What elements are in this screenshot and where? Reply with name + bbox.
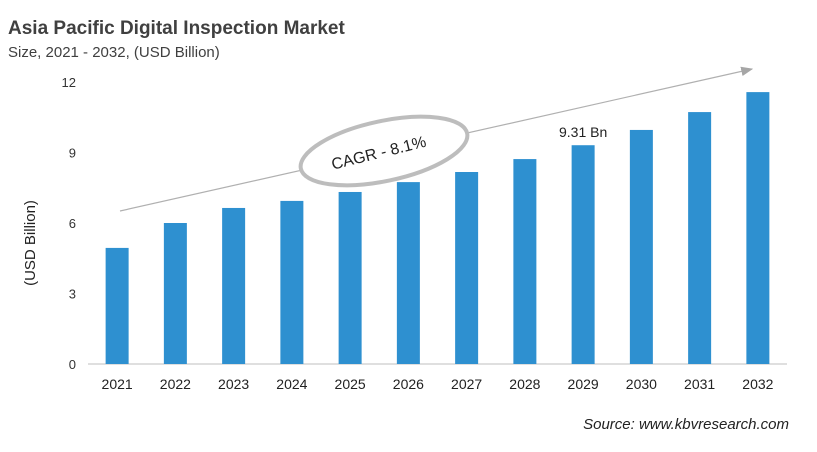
bar-2029: [571, 145, 595, 364]
bar-2025: [338, 191, 362, 364]
y-tick-label: 3: [69, 287, 76, 302]
x-tick-label: 2022: [160, 376, 191, 392]
bar-2021: [105, 247, 129, 364]
x-tick-label: 2021: [102, 376, 133, 392]
data-label: 9.31 Bn: [559, 124, 607, 140]
bar-2023: [222, 207, 246, 364]
bar-2030: [629, 129, 653, 364]
x-tick-label: 2026: [393, 376, 424, 392]
bar-2022: [163, 223, 187, 364]
y-tick-label: 6: [69, 216, 76, 231]
bar-2032: [746, 92, 770, 364]
chart-title: Asia Pacific Digital Inspection Market: [8, 18, 345, 39]
y-tick-label: 9: [69, 146, 76, 161]
y-tick-label: 0: [69, 357, 76, 372]
x-tick-label: 2023: [218, 376, 249, 392]
bar-2031: [688, 112, 712, 364]
x-tick-label: 2025: [335, 376, 366, 392]
y-tick-label: 12: [62, 75, 76, 90]
source-note: Source: www.kbvresearch.com: [583, 416, 789, 433]
x-tick-label: 2032: [742, 376, 773, 392]
x-tick-label: 2028: [509, 376, 540, 392]
cagr-ellipse: [298, 114, 470, 188]
chart-subtitle: Size, 2021 - 2032, (USD Billion): [8, 44, 220, 61]
x-tick-label: 2030: [626, 376, 657, 392]
bar-2028: [513, 159, 537, 364]
y-axis-label: (USD Billion): [22, 200, 39, 286]
x-tick-label: 2024: [276, 376, 307, 392]
bar-2027: [455, 172, 479, 364]
x-tick-label: 2031: [684, 376, 715, 392]
x-tick-label: 2029: [568, 376, 599, 392]
bar-2024: [280, 200, 304, 364]
x-tick-label: 2027: [451, 376, 482, 392]
bar-2026: [396, 182, 420, 364]
